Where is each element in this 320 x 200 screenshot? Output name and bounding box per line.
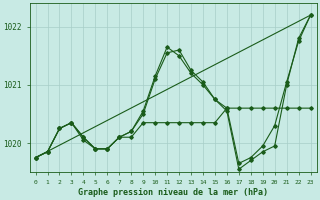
X-axis label: Graphe pression niveau de la mer (hPa): Graphe pression niveau de la mer (hPa) — [78, 188, 268, 197]
